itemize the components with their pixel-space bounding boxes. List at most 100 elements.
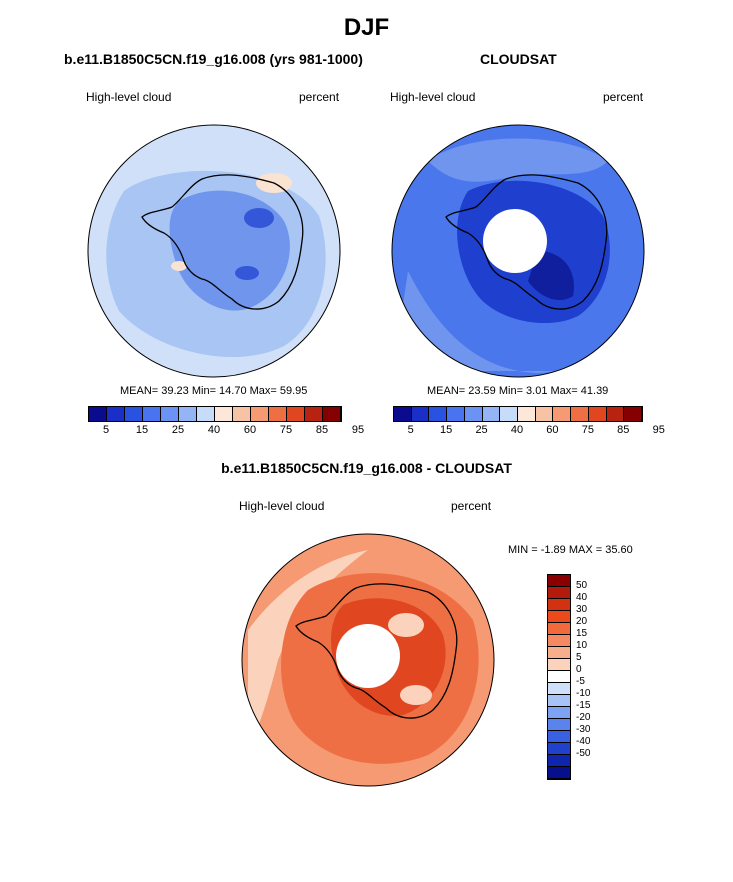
- colorbar-swatch: [548, 731, 570, 743]
- colorbar-swatch: [588, 407, 607, 421]
- colorbar-swatch: [233, 407, 251, 421]
- colorbar-tick-label: 85: [617, 424, 630, 436]
- antarctica-coastline: [295, 583, 458, 719]
- colorbar-tick-label: 95: [351, 424, 365, 436]
- panel1-variable: High-level cloud: [86, 90, 172, 104]
- colorbar-swatch: [571, 407, 589, 421]
- colorbar-tick-label: 85: [315, 424, 329, 436]
- colorbar-swatch: [548, 575, 570, 587]
- panel1-colorbar-labels: 5 15 25 40 60 75 85 95: [88, 424, 364, 438]
- panel3-map: [241, 533, 495, 787]
- panel2-variable: High-level cloud: [390, 90, 476, 104]
- colorbar-swatch: [251, 407, 269, 421]
- colorbar-swatch: [500, 407, 519, 421]
- colorbar-swatch: [548, 599, 570, 611]
- colorbar-tick-label: -50: [576, 748, 591, 759]
- colorbar-tick-label: 25: [171, 424, 185, 436]
- panel2-colorbar-labels: 5 15 25 40 60 75 85 95: [393, 424, 665, 438]
- colorbar-swatch: [548, 719, 570, 731]
- colorbar-swatch: [548, 695, 570, 707]
- colorbar-swatch: [482, 407, 501, 421]
- map-contour-region: [428, 138, 608, 182]
- colorbar-tick-label: 0: [576, 664, 582, 675]
- colorbar-swatch: [447, 407, 465, 421]
- panel3-map-border: [241, 533, 495, 787]
- panel3-variable: High-level cloud: [239, 499, 325, 513]
- panel3-stats: MIN = -1.89 MAX = 35.60: [508, 544, 633, 556]
- colorbar-swatch: [548, 671, 570, 683]
- map-contour-region: [528, 251, 574, 301]
- colorbar-tick-label: -20: [576, 712, 591, 723]
- panel3-colorbar-labels: 50 40 30 20 15 10 5 0 -5 -10 -15 -20 -30 -40 -50: [576, 574, 616, 778]
- colorbar-tick-label: 10: [576, 640, 588, 651]
- panel3-pole-gap: [336, 624, 400, 688]
- colorbar-tick-label: 40: [510, 424, 524, 436]
- colorbar-swatch: [179, 407, 197, 421]
- colorbar-tick-label: 5: [407, 424, 414, 436]
- panel1-title: b.e11.B1850C5CN.f19_g16.008 (yrs 981-100…: [64, 51, 363, 67]
- colorbar-swatch: [548, 767, 570, 779]
- colorbar-swatch: [89, 407, 107, 421]
- map-contour-region: [235, 266, 259, 280]
- colorbar-tick-label: 60: [546, 424, 559, 436]
- panel3-title: b.e11.B1850C5CN.f19_g16.008 - CLOUDSAT: [221, 460, 512, 476]
- colorbar-swatch: [464, 407, 483, 421]
- panel1-map: [87, 124, 341, 378]
- panel2-title: CLOUDSAT: [480, 51, 557, 67]
- colorbar-tick-label: 60: [243, 424, 257, 436]
- map-contour-region: [248, 550, 368, 750]
- colorbar-swatch: [125, 407, 143, 421]
- colorbar-swatch: [548, 683, 570, 695]
- colorbar-swatch: [553, 407, 572, 421]
- colorbar-swatch: [548, 647, 570, 659]
- panel2-map: [391, 124, 645, 378]
- colorbar-tick-label: -30: [576, 724, 591, 735]
- colorbar-swatch: [548, 587, 570, 599]
- antarctica-coastline: [141, 174, 304, 310]
- panel2-pole-gap: [483, 209, 547, 273]
- main-title: DJF: [343, 14, 390, 41]
- colorbar-swatch: [269, 407, 287, 421]
- panel1-colorbar: [88, 406, 342, 422]
- colorbar-swatch: [535, 407, 554, 421]
- colorbar-tick-label: 40: [207, 424, 221, 436]
- colorbar-tick-label: 15: [576, 628, 588, 639]
- colorbar-swatch: [161, 407, 179, 421]
- colorbar-swatch: [548, 611, 570, 623]
- map-contour-region: [171, 261, 187, 271]
- colorbar-swatch: [548, 635, 570, 647]
- colorbar-tick-label: 75: [581, 424, 594, 436]
- colorbar-tick-label: -40: [576, 736, 591, 747]
- colorbar-swatch: [394, 407, 412, 421]
- panel3-colorbar: [547, 574, 571, 780]
- colorbar-swatch: [429, 407, 448, 421]
- map-contour-region: [388, 613, 424, 637]
- colorbar-tick-label: 15: [440, 424, 453, 436]
- panel3-units: percent: [451, 499, 492, 513]
- colorbar-swatch: [518, 407, 536, 421]
- colorbar-swatch: [606, 407, 625, 421]
- colorbar-tick-label: -5: [576, 676, 585, 687]
- panel2-colorbar: [393, 406, 643, 422]
- colorbar-swatch: [548, 743, 570, 755]
- colorbar-tick-label: 75: [279, 424, 293, 436]
- colorbar-tick-label: 50: [576, 580, 588, 591]
- colorbar-swatch: [411, 407, 430, 421]
- panel1-units: percent: [299, 90, 340, 104]
- colorbar-swatch: [548, 707, 570, 719]
- panel2-map-border: [391, 124, 645, 378]
- panel2-stats: MEAN= 23.59 Min= 3.01 Max= 41.39: [427, 385, 609, 397]
- colorbar-tick-label: 25: [475, 424, 488, 436]
- panel1-map-border: [87, 124, 341, 378]
- colorbar-tick-label: 5: [102, 424, 110, 436]
- panel2-units: percent: [603, 90, 644, 104]
- colorbar-tick-label: -15: [576, 700, 591, 711]
- colorbar-tick-label: 15: [135, 424, 149, 436]
- colorbar-swatch: [305, 407, 323, 421]
- colorbar-swatch: [143, 407, 161, 421]
- colorbar-swatch: [107, 407, 125, 421]
- colorbar-swatch: [323, 407, 341, 421]
- colorbar-swatch: [197, 407, 215, 421]
- colorbar-swatch: [624, 407, 643, 421]
- panel1-stats: MEAN= 39.23 Min= 14.70 Max= 59.95: [120, 385, 308, 397]
